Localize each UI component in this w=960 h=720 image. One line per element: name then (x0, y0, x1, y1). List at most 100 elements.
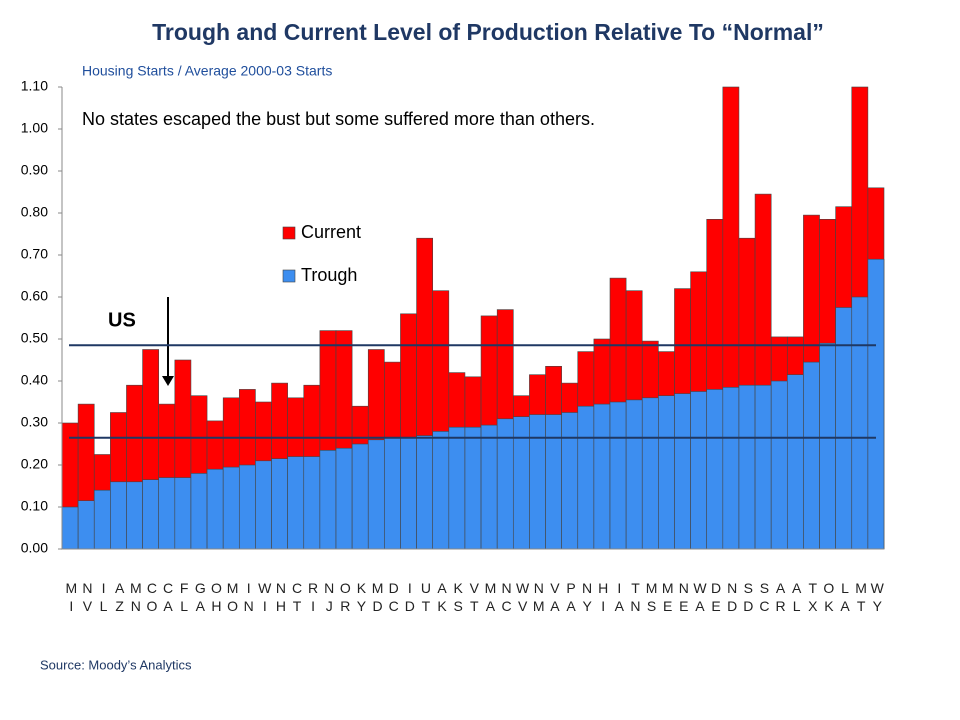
bar (190, 473, 208, 550)
y-tick-label: 1.00 (21, 120, 48, 136)
bar (319, 449, 337, 550)
legend-swatch (282, 226, 296, 240)
y-tick-label: 0.80 (21, 204, 48, 220)
x-tick-label: MS (644, 580, 660, 616)
bar (851, 296, 869, 550)
x-tick-label: DC (386, 580, 402, 616)
x-tick-label: CT (289, 580, 305, 616)
bar (658, 395, 675, 550)
bar (674, 393, 691, 550)
bar (432, 431, 450, 550)
x-tick-label: NM (531, 580, 547, 616)
y-tick-label: 0.00 (21, 540, 48, 556)
bar (609, 401, 627, 550)
source: Source: Moody’s Analytics (40, 657, 192, 672)
x-tick-label: TN (627, 580, 643, 616)
x-tick-label: HI (595, 580, 611, 616)
x-tick-label: WA (692, 580, 708, 616)
bar (303, 456, 321, 550)
bar (93, 489, 111, 550)
x-tick-label: OR (337, 580, 353, 616)
bar (448, 426, 466, 550)
bar (142, 479, 160, 550)
us-label: US (108, 309, 136, 331)
legend-label: Current (301, 222, 361, 242)
x-tick-label: GA (192, 580, 208, 616)
x-tick-label: SC (756, 580, 772, 616)
x-tick-label: CO (144, 580, 160, 616)
bar (545, 414, 562, 550)
x-tick-label: LA (837, 580, 853, 616)
x-tick-label: ME (660, 580, 676, 616)
bar (238, 464, 256, 550)
x-tick-label: WY (869, 580, 885, 616)
x-tick-label: VA (547, 580, 563, 616)
x-tick-label: AK (434, 580, 450, 616)
y-tick-label: 0.40 (21, 372, 48, 388)
bar (770, 380, 788, 550)
x-tick-label: DE (708, 580, 724, 616)
x-tick-label: IL (96, 580, 112, 616)
x-tick-label: AZ (112, 580, 128, 616)
x-tick-label: MA (482, 580, 498, 616)
x-tick-label: IN (241, 580, 257, 616)
bar (335, 447, 353, 550)
y-tick-label: 0.20 (21, 456, 48, 472)
bar (512, 416, 530, 550)
bar (754, 384, 772, 550)
x-tick-label: PA (563, 580, 579, 616)
x-tick-label: MI (63, 580, 79, 616)
bar (867, 258, 885, 550)
legend-label: Trough (301, 265, 357, 285)
x-tick-label: OH (208, 580, 224, 616)
x-tick-label: NV (79, 580, 95, 616)
x-tick-label: IA (611, 580, 627, 616)
x-tick-label: NC (499, 580, 515, 616)
x-tick-label: NE (676, 580, 692, 616)
bar (835, 307, 853, 550)
chart-subtitle: Housing Starts / Average 2000-03 Starts (82, 63, 332, 79)
chart-title: Trough and Current Level of Production R… (152, 19, 824, 45)
y-tick-label: 0.30 (21, 414, 48, 430)
us-arrow-head (162, 376, 174, 386)
x-tick-label: CA (160, 580, 176, 616)
bar (464, 426, 482, 550)
x-tick-label: TX (805, 580, 821, 616)
y-tick-label: 0.70 (21, 246, 48, 262)
bar (641, 397, 659, 550)
bar (577, 405, 595, 550)
bar (206, 468, 224, 550)
x-tick-label: NJ (321, 580, 337, 616)
bar (561, 412, 579, 550)
x-tick-label: MN (128, 580, 144, 616)
x-tick-label: OK (821, 580, 837, 616)
x-tick-label: UT (418, 580, 434, 616)
bar (400, 437, 417, 550)
bar (819, 342, 836, 550)
bar (367, 439, 385, 550)
bar (803, 361, 820, 550)
x-tick-label: AR (773, 580, 789, 616)
bar (625, 399, 643, 550)
bar (384, 437, 401, 550)
x-tick-label: WI (257, 580, 273, 616)
x-tick-label: SD (740, 580, 756, 616)
x-tick-label: ND (724, 580, 740, 616)
x-tick-label: FL (176, 580, 192, 616)
bar (480, 424, 498, 550)
bar (126, 481, 143, 550)
x-tick-label: ID (402, 580, 418, 616)
x-tick-label: KS (450, 580, 466, 616)
bar (158, 477, 176, 550)
bar (706, 389, 724, 550)
x-tick-label: VT (466, 580, 482, 616)
bar (287, 456, 305, 550)
x-tick-label: NY (579, 580, 595, 616)
x-tick-label: KY (353, 580, 369, 616)
bar (255, 460, 272, 550)
bar (77, 500, 95, 550)
bar (529, 414, 546, 550)
y-tick-label: 1.10 (21, 78, 48, 94)
annotation: No states escaped the bust but some suff… (82, 109, 595, 129)
